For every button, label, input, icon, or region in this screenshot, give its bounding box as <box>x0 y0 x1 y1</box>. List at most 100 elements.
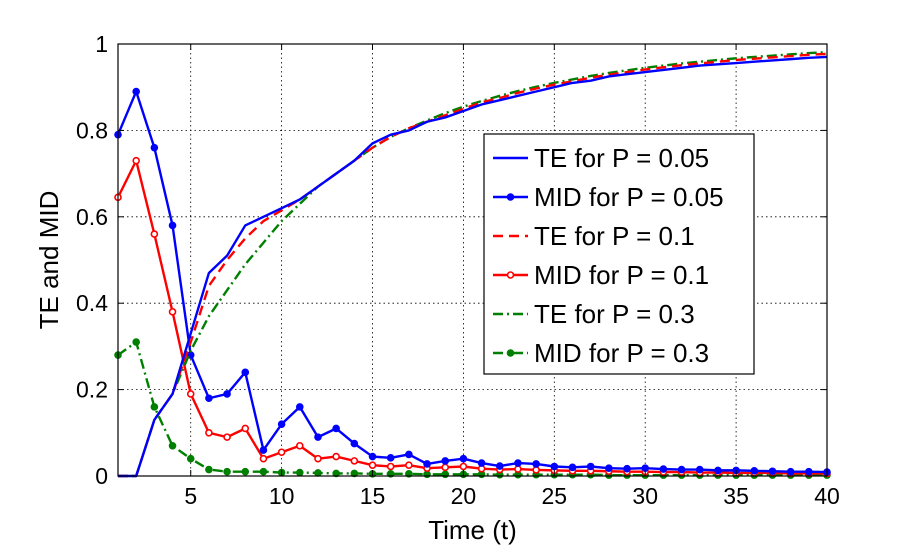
data-point <box>714 466 722 475</box>
x-tick-label: 20 <box>451 483 477 509</box>
data-point <box>259 467 268 476</box>
data-point <box>277 420 286 428</box>
data-point <box>586 462 595 471</box>
series-line <box>118 52 828 478</box>
data-point <box>168 441 177 450</box>
y-tick-label: 1 <box>95 31 108 57</box>
data-point <box>532 460 540 468</box>
data-point <box>277 448 286 457</box>
data-point <box>241 467 250 476</box>
data-point <box>223 467 231 476</box>
x-tick-label: 15 <box>360 483 386 509</box>
series-line <box>116 159 827 475</box>
data-point <box>623 464 631 473</box>
data-point <box>405 450 413 459</box>
data-point <box>750 467 759 475</box>
series-2 <box>118 52 828 478</box>
series-group <box>114 51 831 479</box>
data-point <box>768 467 777 476</box>
data-point <box>695 465 704 474</box>
legend-label: MID for P = 0.05 <box>534 182 724 212</box>
y-tick-label: 0.6 <box>76 204 108 230</box>
data-point <box>168 308 177 316</box>
data-point <box>132 338 140 346</box>
data-point <box>205 428 213 437</box>
legend-label: MID for P = 0.3 <box>534 338 709 368</box>
data-point <box>132 156 140 165</box>
data-point <box>477 459 486 467</box>
data-point <box>223 390 231 398</box>
data-point <box>441 457 450 465</box>
legend-label: TE for P = 0.3 <box>534 299 695 329</box>
data-point <box>350 469 359 478</box>
data-point <box>150 403 159 411</box>
legend-label: TE for P = 0.05 <box>534 143 709 173</box>
data-point <box>295 403 304 411</box>
data-point <box>314 454 322 463</box>
data-point <box>386 454 395 462</box>
data-point <box>514 459 522 467</box>
data-point <box>332 424 340 433</box>
data-point <box>514 465 522 473</box>
series-0 <box>118 55 828 478</box>
series-line <box>117 340 827 477</box>
data-point <box>223 433 231 441</box>
data-point <box>350 439 359 448</box>
data-point <box>506 271 515 279</box>
series-4 <box>118 51 828 478</box>
legend: TE for P = 0.05 MID for P = 0.05 TE for P … <box>483 133 755 375</box>
y-tick-label: 0.4 <box>76 290 108 316</box>
ticks-group: 5 10 15 20 25 30 35 40 0 0.2 0.4 0.6 0.8 1 <box>76 31 840 509</box>
data-point <box>241 424 250 433</box>
data-point <box>786 467 795 476</box>
data-point <box>506 193 515 201</box>
y-tick-label: 0.2 <box>76 377 108 403</box>
data-point <box>368 452 377 461</box>
data-point <box>532 466 540 474</box>
axes-box <box>117 43 828 477</box>
data-point <box>332 469 340 478</box>
x-tick-label: 35 <box>723 483 749 509</box>
y-tick-label: 0.8 <box>76 117 108 143</box>
data-point <box>568 463 577 472</box>
data-point <box>150 143 159 152</box>
data-point <box>368 461 377 470</box>
data-point <box>314 433 322 441</box>
x-tick-label: 10 <box>269 483 295 509</box>
data-point <box>459 454 468 463</box>
data-point <box>186 454 195 463</box>
data-point <box>386 462 395 471</box>
series-line <box>118 55 828 478</box>
data-point <box>314 469 322 477</box>
x-tick-label: 40 <box>814 483 840 509</box>
data-point <box>495 462 504 470</box>
legend-label: TE for P = 0.1 <box>534 221 695 251</box>
series-line <box>118 51 828 478</box>
legend-label: MID for P = 0.1 <box>534 260 709 290</box>
x-tick-label: 25 <box>542 483 568 509</box>
data-point <box>677 465 686 474</box>
data-point <box>132 87 140 96</box>
data-point <box>423 460 431 468</box>
data-point <box>332 452 340 461</box>
x-tick-label: 5 <box>184 483 197 509</box>
y-tick-label: 0 <box>95 463 108 489</box>
series-line <box>116 90 828 474</box>
data-point <box>259 454 268 463</box>
data-point <box>605 464 613 473</box>
data-point <box>441 463 450 472</box>
data-point <box>205 465 213 474</box>
y-axis-label: TE and MID <box>34 191 64 330</box>
data-point <box>550 462 559 471</box>
data-point <box>805 467 813 476</box>
data-point <box>168 221 177 230</box>
data-point <box>659 465 668 473</box>
series-1 <box>114 87 831 476</box>
data-point <box>459 462 468 471</box>
data-point <box>295 441 304 450</box>
data-point <box>205 394 213 403</box>
data-point <box>295 468 304 477</box>
data-point <box>506 349 515 357</box>
data-point <box>241 368 250 377</box>
